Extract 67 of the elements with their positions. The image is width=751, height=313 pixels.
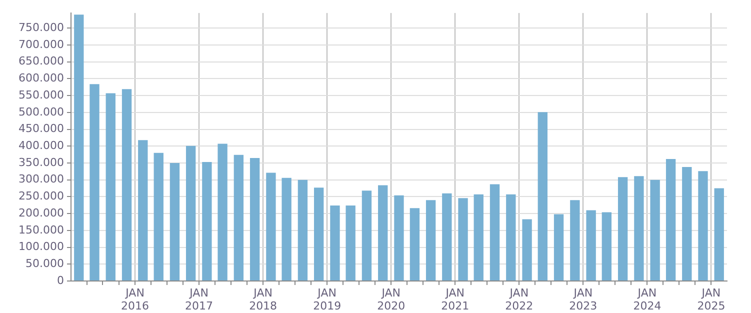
x-tick-label: JAN 2017 [185, 286, 214, 313]
bar [714, 188, 724, 280]
x-tick-label: JAN 2020 [377, 286, 406, 313]
bar [442, 193, 452, 280]
bar [186, 146, 196, 280]
x-tick-label: JAN 2021 [441, 286, 470, 313]
x-tick-label: JAN 2018 [249, 286, 278, 313]
bar [618, 177, 628, 280]
bar [458, 198, 468, 280]
bar [586, 210, 596, 280]
bar [250, 158, 260, 280]
bar [234, 154, 244, 280]
bar [346, 205, 356, 280]
bar [154, 152, 164, 280]
y-tick-label: 650.000 [18, 54, 64, 68]
x-tick-label: JAN 2022 [505, 286, 534, 313]
bar [410, 208, 420, 280]
y-tick-label: 600.000 [18, 72, 64, 85]
bar [666, 158, 676, 280]
y-tick-label: 700.000 [18, 38, 64, 51]
x-tick-label: JAN 2023 [569, 286, 598, 313]
bar [314, 188, 324, 280]
bar [426, 200, 436, 280]
bar [362, 190, 372, 280]
bar [122, 89, 132, 280]
y-tick-label: 750.000 [18, 21, 64, 34]
x-tick-label: JAN 2019 [313, 286, 342, 313]
y-tick-label: 300.000 [18, 172, 64, 186]
bar [106, 93, 116, 280]
bar [74, 14, 84, 280]
y-tick-label: 250.000 [18, 190, 64, 203]
bar [202, 162, 212, 280]
bar [506, 194, 516, 280]
bar [570, 200, 580, 280]
y-tick-label: 200.000 [18, 206, 64, 220]
y-tick-label: 50.000 [26, 257, 64, 270]
bar [266, 172, 276, 280]
bar [490, 184, 500, 280]
y-tick-label: 150.000 [18, 223, 64, 236]
bar [298, 180, 308, 280]
bar [138, 140, 148, 280]
bar [650, 180, 660, 280]
bar [474, 194, 484, 280]
bar [602, 212, 612, 280]
bar [394, 195, 404, 280]
bar [522, 219, 532, 280]
y-tick-label: 400.000 [18, 139, 64, 152]
bar [282, 178, 292, 280]
y-tick-label: 0 [57, 274, 64, 287]
bar [682, 167, 692, 280]
x-tick-label: JAN 2025 [697, 286, 726, 313]
bar [538, 112, 548, 280]
x-tick-label: JAN 2024 [633, 286, 662, 313]
y-tick-label: 450.000 [18, 122, 64, 136]
bar [634, 176, 644, 280]
bar [378, 185, 388, 280]
bar [170, 163, 180, 280]
y-tick-label: 350.000 [18, 156, 64, 169]
bar [698, 171, 708, 280]
bar [218, 144, 228, 280]
x-tick-label: JAN 2016 [121, 286, 150, 313]
bar [554, 214, 564, 280]
bar [330, 205, 340, 280]
y-tick-label: 550.000 [18, 88, 64, 102]
y-tick-label: 100.000 [18, 240, 64, 254]
y-tick-label: 500.000 [18, 105, 64, 118]
bar [90, 84, 100, 280]
